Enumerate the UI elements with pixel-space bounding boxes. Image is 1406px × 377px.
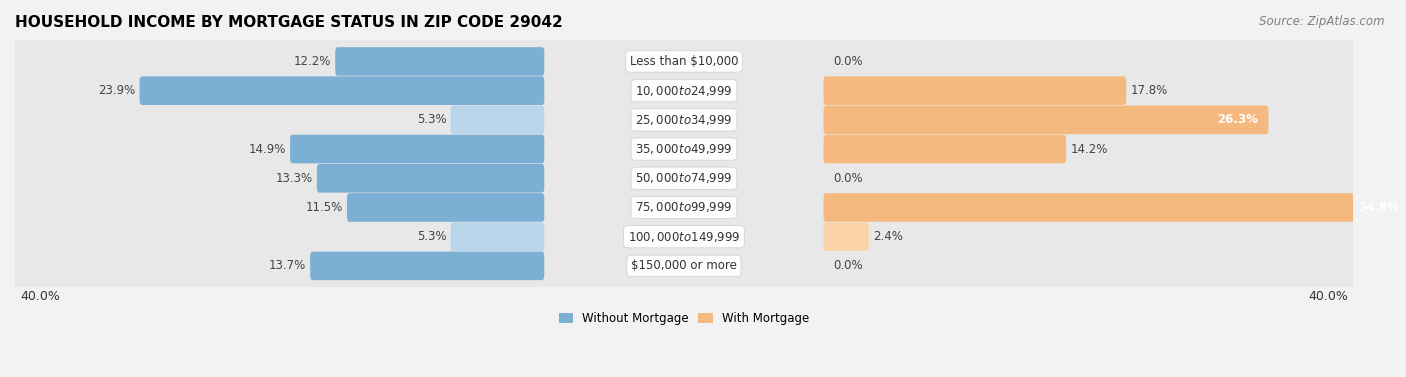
- Text: 5.3%: 5.3%: [416, 230, 447, 243]
- Text: 14.9%: 14.9%: [249, 143, 285, 156]
- Text: 0.0%: 0.0%: [832, 55, 862, 68]
- FancyBboxPatch shape: [10, 157, 1358, 199]
- Text: 40.0%: 40.0%: [1308, 290, 1348, 303]
- FancyBboxPatch shape: [139, 77, 544, 105]
- FancyBboxPatch shape: [10, 245, 1358, 287]
- Text: $100,000 to $149,999: $100,000 to $149,999: [627, 230, 740, 244]
- Text: 12.2%: 12.2%: [294, 55, 330, 68]
- Text: 5.3%: 5.3%: [416, 113, 447, 126]
- Text: 34.8%: 34.8%: [1358, 201, 1400, 214]
- Text: 13.7%: 13.7%: [269, 259, 307, 272]
- Text: 17.8%: 17.8%: [1130, 84, 1168, 97]
- FancyBboxPatch shape: [824, 77, 1126, 105]
- FancyBboxPatch shape: [451, 106, 544, 134]
- Text: Less than $10,000: Less than $10,000: [630, 55, 738, 68]
- Text: 0.0%: 0.0%: [832, 259, 862, 272]
- Text: $25,000 to $34,999: $25,000 to $34,999: [636, 113, 733, 127]
- FancyBboxPatch shape: [10, 98, 1358, 141]
- Text: HOUSEHOLD INCOME BY MORTGAGE STATUS IN ZIP CODE 29042: HOUSEHOLD INCOME BY MORTGAGE STATUS IN Z…: [15, 15, 562, 30]
- FancyBboxPatch shape: [10, 69, 1358, 112]
- Legend: Without Mortgage, With Mortgage: Without Mortgage, With Mortgage: [554, 307, 814, 329]
- FancyBboxPatch shape: [311, 251, 544, 280]
- Text: $75,000 to $99,999: $75,000 to $99,999: [636, 201, 733, 215]
- Text: $35,000 to $49,999: $35,000 to $49,999: [636, 142, 733, 156]
- FancyBboxPatch shape: [347, 193, 544, 222]
- FancyBboxPatch shape: [10, 40, 1358, 83]
- FancyBboxPatch shape: [824, 193, 1406, 222]
- Text: 26.3%: 26.3%: [1216, 113, 1257, 126]
- FancyBboxPatch shape: [451, 222, 544, 251]
- Text: Source: ZipAtlas.com: Source: ZipAtlas.com: [1260, 15, 1385, 28]
- FancyBboxPatch shape: [290, 135, 544, 163]
- Text: $50,000 to $74,999: $50,000 to $74,999: [636, 171, 733, 185]
- FancyBboxPatch shape: [824, 106, 1268, 134]
- Text: 14.2%: 14.2%: [1070, 143, 1108, 156]
- Text: 2.4%: 2.4%: [873, 230, 903, 243]
- Text: $150,000 or more: $150,000 or more: [631, 259, 737, 272]
- FancyBboxPatch shape: [316, 164, 544, 193]
- Text: 11.5%: 11.5%: [305, 201, 343, 214]
- Text: 0.0%: 0.0%: [832, 172, 862, 185]
- FancyBboxPatch shape: [10, 128, 1358, 170]
- FancyBboxPatch shape: [335, 47, 544, 76]
- FancyBboxPatch shape: [10, 215, 1358, 258]
- FancyBboxPatch shape: [824, 135, 1066, 163]
- FancyBboxPatch shape: [10, 186, 1358, 229]
- Text: $10,000 to $24,999: $10,000 to $24,999: [636, 84, 733, 98]
- Text: 40.0%: 40.0%: [20, 290, 60, 303]
- Text: 23.9%: 23.9%: [98, 84, 135, 97]
- Text: 13.3%: 13.3%: [276, 172, 312, 185]
- FancyBboxPatch shape: [824, 222, 869, 251]
